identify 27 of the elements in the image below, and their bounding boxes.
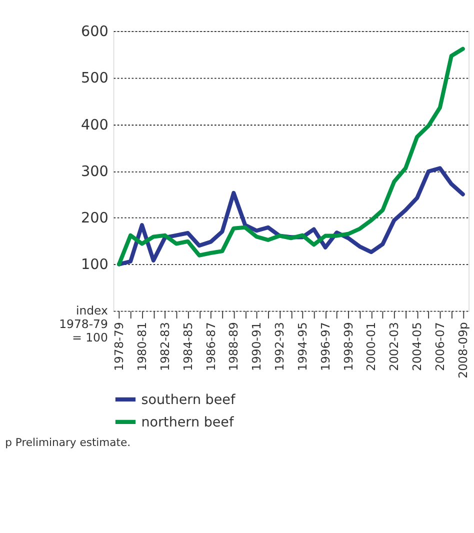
x-tick-label: 1998-99 bbox=[341, 322, 356, 371]
y-axis-title: index 1978-79 = 100 bbox=[59, 303, 108, 344]
legend-label: southern beef bbox=[141, 392, 236, 408]
x-tick-label: 1986-87 bbox=[204, 322, 218, 371]
x-tick-label: 1980-81 bbox=[135, 322, 150, 371]
y-tick-label: 300 bbox=[80, 164, 108, 180]
text: p Preliminary estimate. bbox=[5, 436, 131, 449]
x-tick-label: 2004-05 bbox=[410, 322, 424, 371]
x-tick-label: 2002-03 bbox=[387, 322, 402, 371]
legend-label: northern beef bbox=[141, 414, 234, 430]
x-tick-label: 2000-01 bbox=[364, 322, 378, 371]
line-series bbox=[117, 46, 465, 266]
y-tick-label: 200 bbox=[80, 210, 108, 227]
x-tick-label: 1982-83 bbox=[158, 322, 172, 371]
x-tick-label: 1990-91 bbox=[250, 322, 264, 371]
y-tick-label: 600 bbox=[80, 24, 108, 40]
x-tick-label: 2006-07 bbox=[433, 322, 447, 371]
x-tick-label: 1978-79 bbox=[112, 322, 126, 371]
x-tick-label: 1992-93 bbox=[272, 322, 287, 371]
x-tick-label: 1988-89 bbox=[226, 322, 241, 371]
x-tick-label: 1996-97 bbox=[318, 322, 332, 371]
y-tick-label: 500 bbox=[80, 70, 108, 87]
x-tick-label: 2008-09p bbox=[456, 322, 470, 378]
y-tick-label: 100 bbox=[80, 257, 108, 274]
x-tick-label: 1984-85 bbox=[180, 322, 195, 371]
y-tick-label: 400 bbox=[80, 117, 108, 134]
x-tick-label: 1994-95 bbox=[295, 322, 310, 371]
